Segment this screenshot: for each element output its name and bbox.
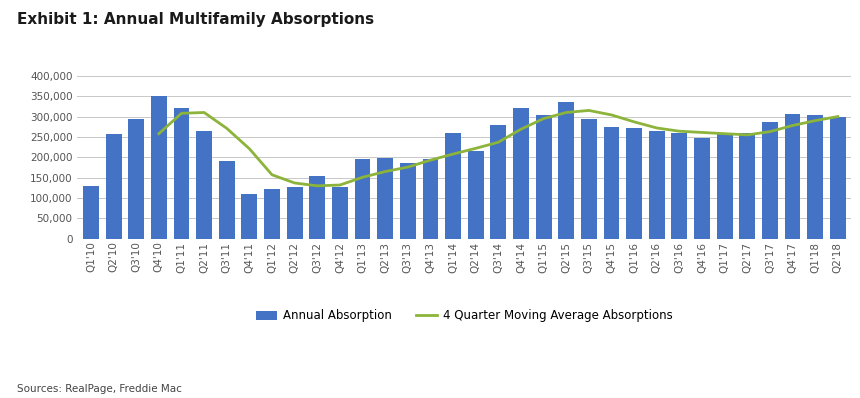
Bar [332, 187, 347, 239]
Bar [310, 176, 325, 239]
4 Quarter Moving Average Absorptions [176, 111, 187, 116]
4 Quarter Moving Average Absorptions [493, 140, 503, 144]
4 Quarter Moving Average Absorptions [652, 126, 662, 131]
4 Quarter Moving Average Absorptions [470, 146, 481, 151]
4 Quarter Moving Average Absorptions [561, 110, 571, 115]
Line: 4 Quarter Moving Average Absorptions: 4 Quarter Moving Average Absorptions [159, 111, 838, 186]
Bar [151, 96, 167, 239]
Bar [830, 117, 845, 239]
4 Quarter Moving Average Absorptions [199, 110, 209, 115]
4 Quarter Moving Average Absorptions [335, 183, 345, 187]
4 Quarter Moving Average Absorptions [312, 183, 322, 188]
4 Quarter Moving Average Absorptions [426, 158, 436, 162]
Bar [400, 164, 415, 239]
4 Quarter Moving Average Absorptions [788, 123, 798, 128]
Legend: Annual Absorption, 4 Quarter Moving Average Absorptions: Annual Absorption, 4 Quarter Moving Aver… [251, 304, 678, 327]
Bar [716, 133, 733, 239]
Bar [536, 115, 551, 239]
Bar [83, 186, 99, 239]
4 Quarter Moving Average Absorptions [222, 126, 232, 131]
Bar [604, 127, 619, 239]
Bar [196, 131, 212, 239]
4 Quarter Moving Average Absorptions [674, 129, 685, 134]
4 Quarter Moving Average Absorptions [832, 114, 843, 119]
4 Quarter Moving Average Absorptions [448, 152, 458, 156]
Bar [378, 158, 393, 239]
4 Quarter Moving Average Absorptions [765, 129, 775, 134]
Bar [581, 119, 597, 239]
Bar [513, 108, 529, 239]
Bar [422, 159, 439, 239]
Bar [694, 138, 710, 239]
Bar [128, 119, 144, 239]
Bar [626, 128, 642, 239]
Bar [468, 151, 483, 239]
Bar [784, 114, 801, 239]
Bar [445, 133, 461, 239]
4 Quarter Moving Average Absorptions [584, 108, 594, 113]
4 Quarter Moving Average Absorptions [358, 175, 368, 179]
4 Quarter Moving Average Absorptions [742, 133, 752, 137]
4 Quarter Moving Average Absorptions [267, 172, 277, 177]
Bar [354, 159, 371, 239]
Bar [648, 131, 665, 239]
4 Quarter Moving Average Absorptions [720, 131, 730, 136]
4 Quarter Moving Average Absorptions [402, 165, 413, 170]
4 Quarter Moving Average Absorptions [810, 118, 820, 123]
Bar [286, 187, 303, 239]
Bar [762, 122, 777, 239]
Bar [808, 115, 823, 239]
Bar [490, 125, 507, 239]
4 Quarter Moving Average Absorptions [516, 127, 526, 132]
4 Quarter Moving Average Absorptions [290, 181, 300, 185]
4 Quarter Moving Average Absorptions [629, 119, 639, 124]
Bar [174, 108, 189, 239]
4 Quarter Moving Average Absorptions [538, 116, 549, 121]
4 Quarter Moving Average Absorptions [380, 169, 390, 174]
Bar [218, 161, 235, 239]
4 Quarter Moving Average Absorptions [244, 146, 255, 151]
Bar [558, 102, 574, 239]
Bar [106, 134, 121, 239]
4 Quarter Moving Average Absorptions [154, 131, 164, 136]
Bar [740, 133, 755, 239]
Text: Exhibit 1: Annual Multifamily Absorptions: Exhibit 1: Annual Multifamily Absorption… [17, 12, 374, 27]
4 Quarter Moving Average Absorptions [606, 113, 617, 117]
4 Quarter Moving Average Absorptions [697, 130, 707, 135]
Text: Sources: RealPage, Freddie Mac: Sources: RealPage, Freddie Mac [17, 384, 182, 394]
Bar [264, 189, 280, 239]
Bar [242, 194, 257, 239]
Bar [672, 133, 687, 239]
